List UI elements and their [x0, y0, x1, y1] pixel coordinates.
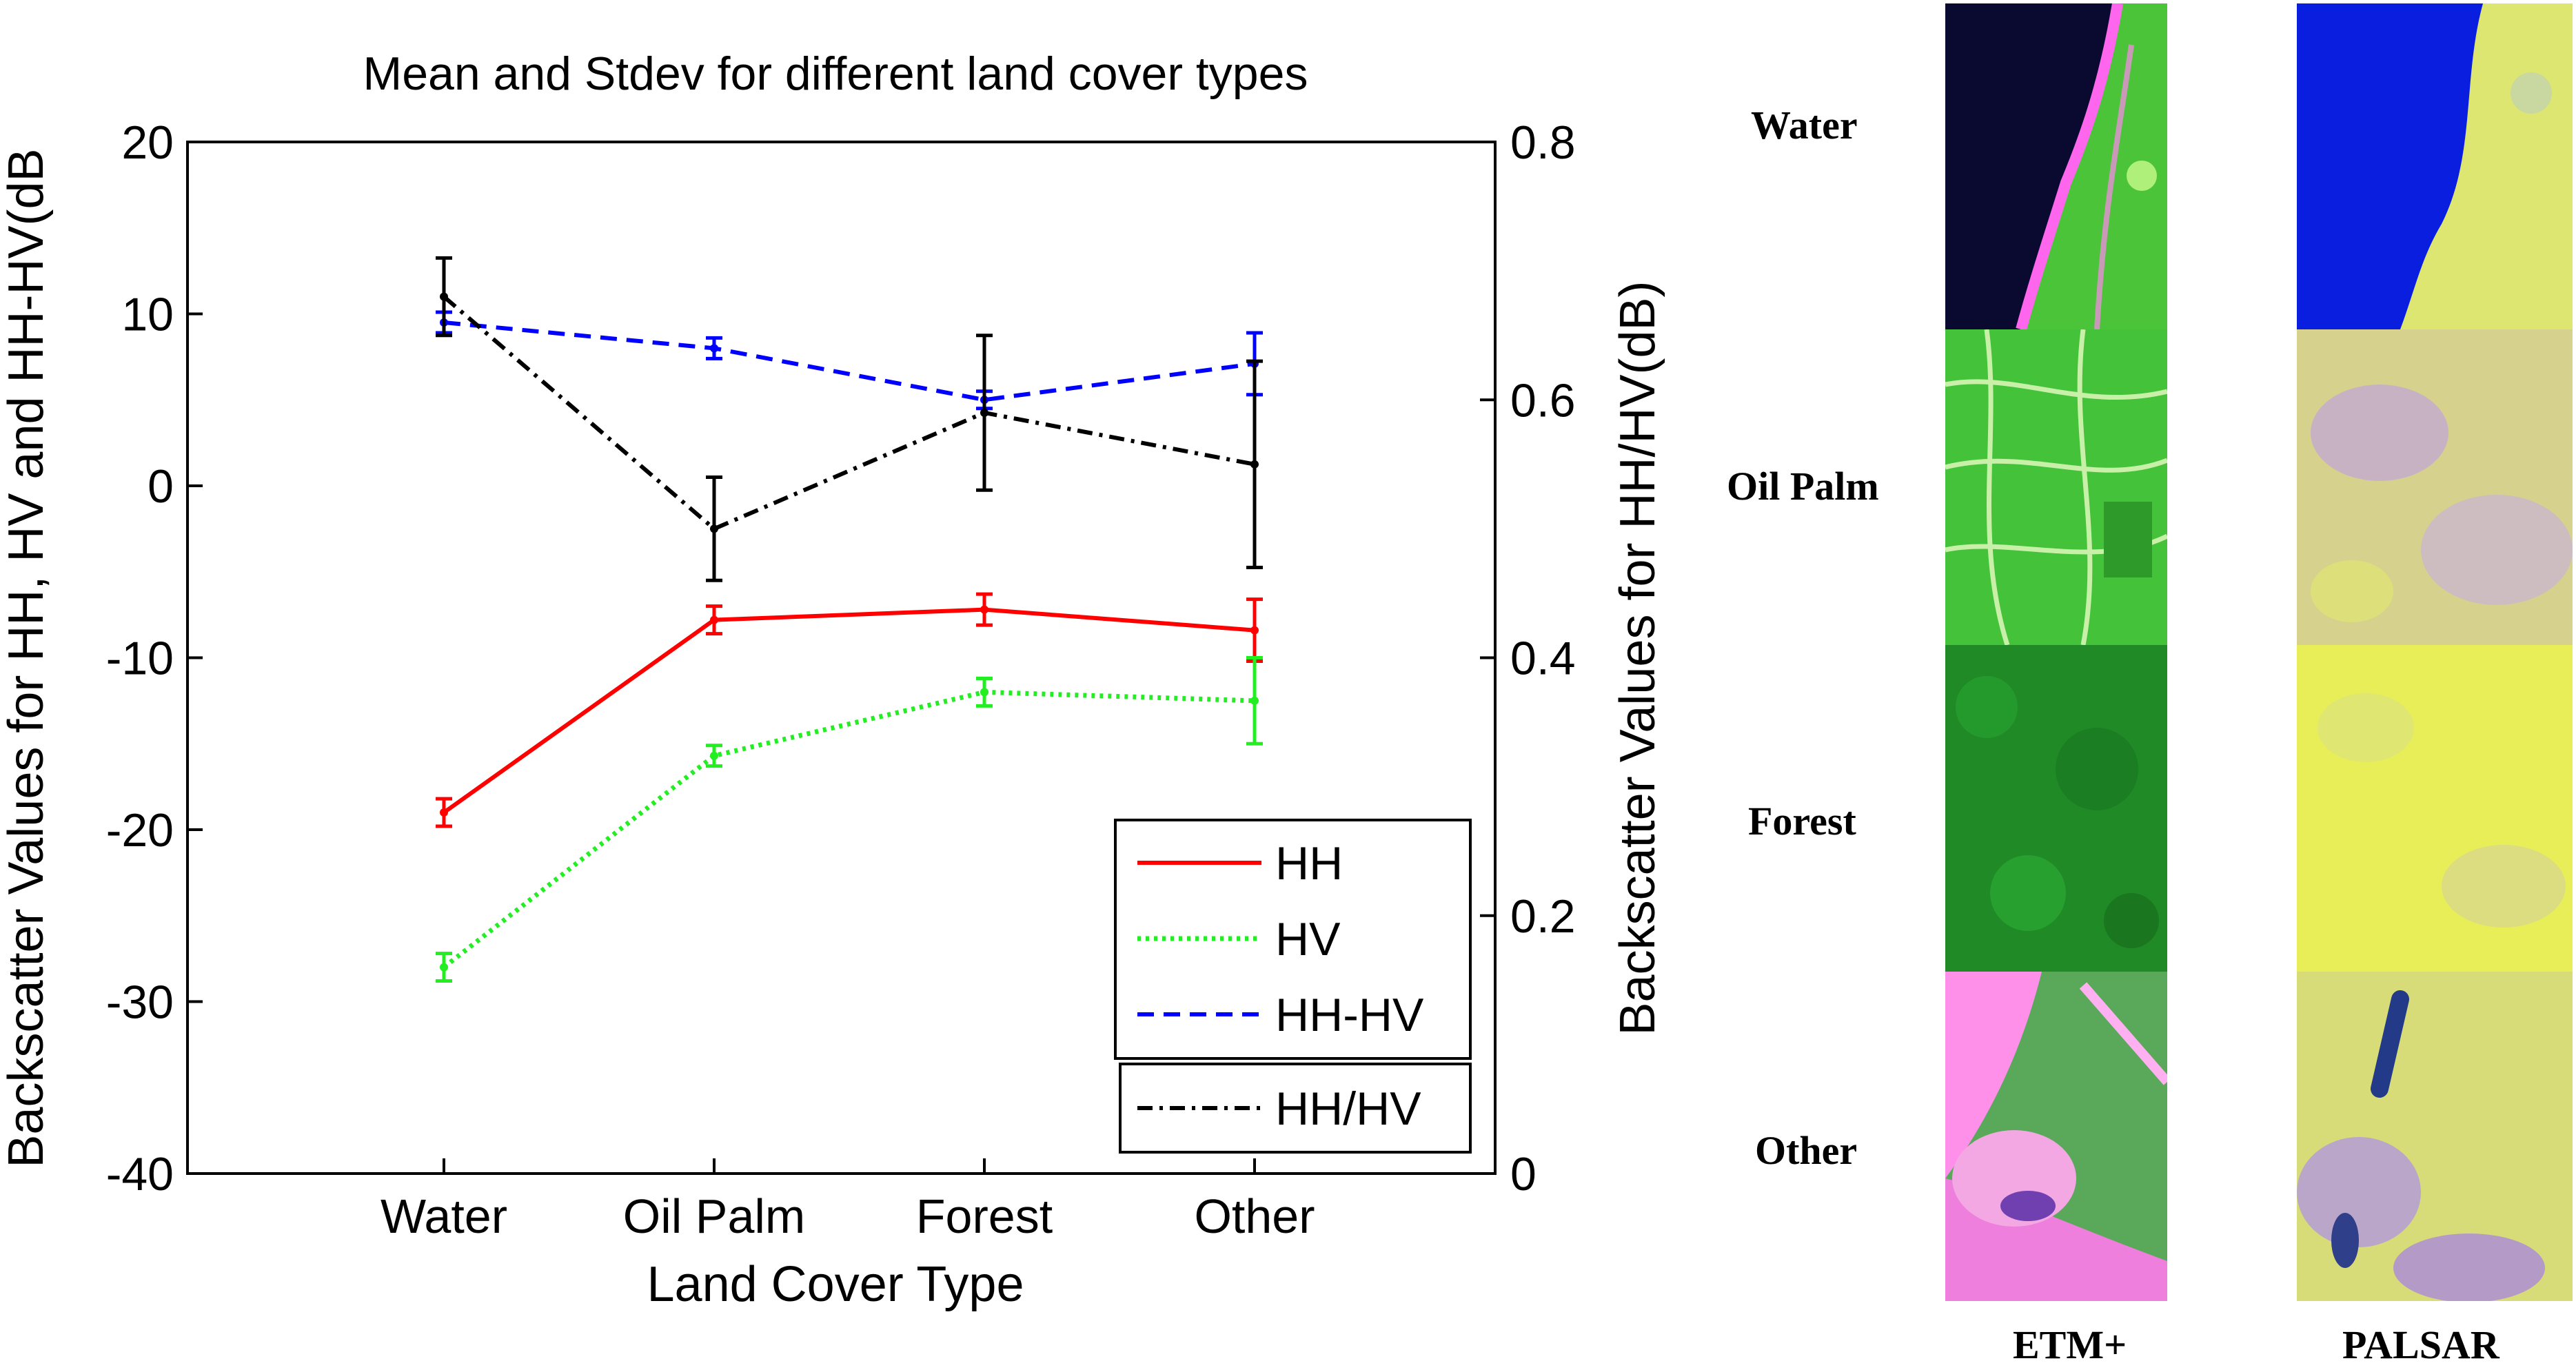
palsar-water-image: [2297, 3, 2573, 329]
data-point-hh-ratio-hv: [1250, 460, 1259, 469]
data-point-hh: [710, 615, 718, 624]
line-chart: Mean and Stdev for different land cover …: [0, 48, 1665, 1312]
row-label-oil-palm: Oil Palm: [1727, 464, 1879, 509]
x-axis: Water Oil Palm Forest Other: [381, 1158, 1315, 1243]
y-axis-label-left: Backscatter Values for HH, HV and HH-HV(…: [0, 148, 54, 1167]
data-point-hv: [1250, 696, 1259, 705]
etm-other-image: [1945, 972, 2167, 1301]
legend-label-hh-hv-ratio: HH/HV: [1275, 1083, 1421, 1135]
y-right-tick-label: 0.2: [1510, 890, 1576, 943]
y-right-tick-label: 0.4: [1510, 633, 1576, 685]
x-tick-label: Other: [1194, 1189, 1315, 1243]
y-left-tick-label: -30: [106, 976, 174, 1029]
y-axis-label-right: Backscatter Values for HH/HV(dB): [1610, 280, 1665, 1035]
chart-title: Mean and Stdev for different land cover …: [363, 48, 1308, 100]
data-point-hh-ratio-hv: [980, 408, 988, 417]
x-tick-label: Oil Palm: [623, 1189, 805, 1243]
data-point-hv: [440, 963, 448, 972]
data-point-hv: [710, 751, 718, 760]
data-point-hh-ratio-hv: [710, 524, 718, 533]
data-point-hh-hv: [710, 344, 718, 353]
y-left-tick-label: 0: [148, 460, 174, 513]
x-tick-label: Forest: [916, 1189, 1053, 1243]
legend-label-hh-hv: HH-HV: [1275, 989, 1424, 1041]
series-line-hv: [442, 689, 1255, 970]
data-point-hh: [1250, 626, 1259, 635]
y-left-tick-label: -10: [106, 633, 174, 685]
series-line-hh-ratio-hv: [443, 295, 1255, 531]
etm-forest-image: [1945, 645, 2167, 972]
series-line-hh: [443, 607, 1255, 815]
legend-ratio: HH/HV: [1119, 1063, 1472, 1154]
legend-main: HH HV HH-HV: [1114, 819, 1472, 1060]
row-label-water: Water: [1751, 103, 1858, 147]
data-point-hv: [980, 688, 988, 697]
y-axis-right: 0.8 0.6 0.4 0.2 0: [1480, 116, 1576, 1200]
y-left-tick-label: -20: [106, 804, 174, 857]
palsar-oil-palm-image: [2297, 329, 2573, 645]
y-left-tick-label: -40: [106, 1148, 174, 1200]
y-right-tick-label: 0.6: [1510, 374, 1576, 427]
row-label-other: Other: [1755, 1128, 1858, 1173]
series-line-hh-hv: [443, 320, 1255, 402]
y-left-tick-label: 20: [121, 116, 174, 169]
x-axis-label: Land Cover Type: [647, 1257, 1024, 1312]
legend-label-hv: HV: [1275, 913, 1341, 965]
palsar-other-image: [2297, 972, 2573, 1301]
column-label-etm: ETM+: [2013, 1322, 2127, 1367]
palsar-forest-image: [2297, 645, 2573, 972]
series-layer: [436, 256, 1263, 983]
y-right-tick-label: 0.8: [1510, 116, 1576, 169]
data-point-hh-ratio-hv: [440, 292, 448, 301]
etm-oil-palm-image: [1945, 329, 2167, 645]
data-point-hh: [980, 605, 988, 614]
y-right-tick-label: 0: [1510, 1148, 1537, 1200]
x-tick-label: Water: [381, 1189, 507, 1243]
etm-water-image: [1945, 3, 2167, 329]
row-label-forest: Forest: [1748, 799, 1856, 843]
column-label-palsar: PALSAR: [2342, 1322, 2499, 1367]
y-left-tick-label: 10: [121, 289, 174, 341]
data-point-hh: [440, 808, 448, 817]
legend-label-hh: HH: [1275, 837, 1343, 890]
y-axis-left: 20 10 0 -10 -20 -30 -40: [106, 116, 203, 1200]
